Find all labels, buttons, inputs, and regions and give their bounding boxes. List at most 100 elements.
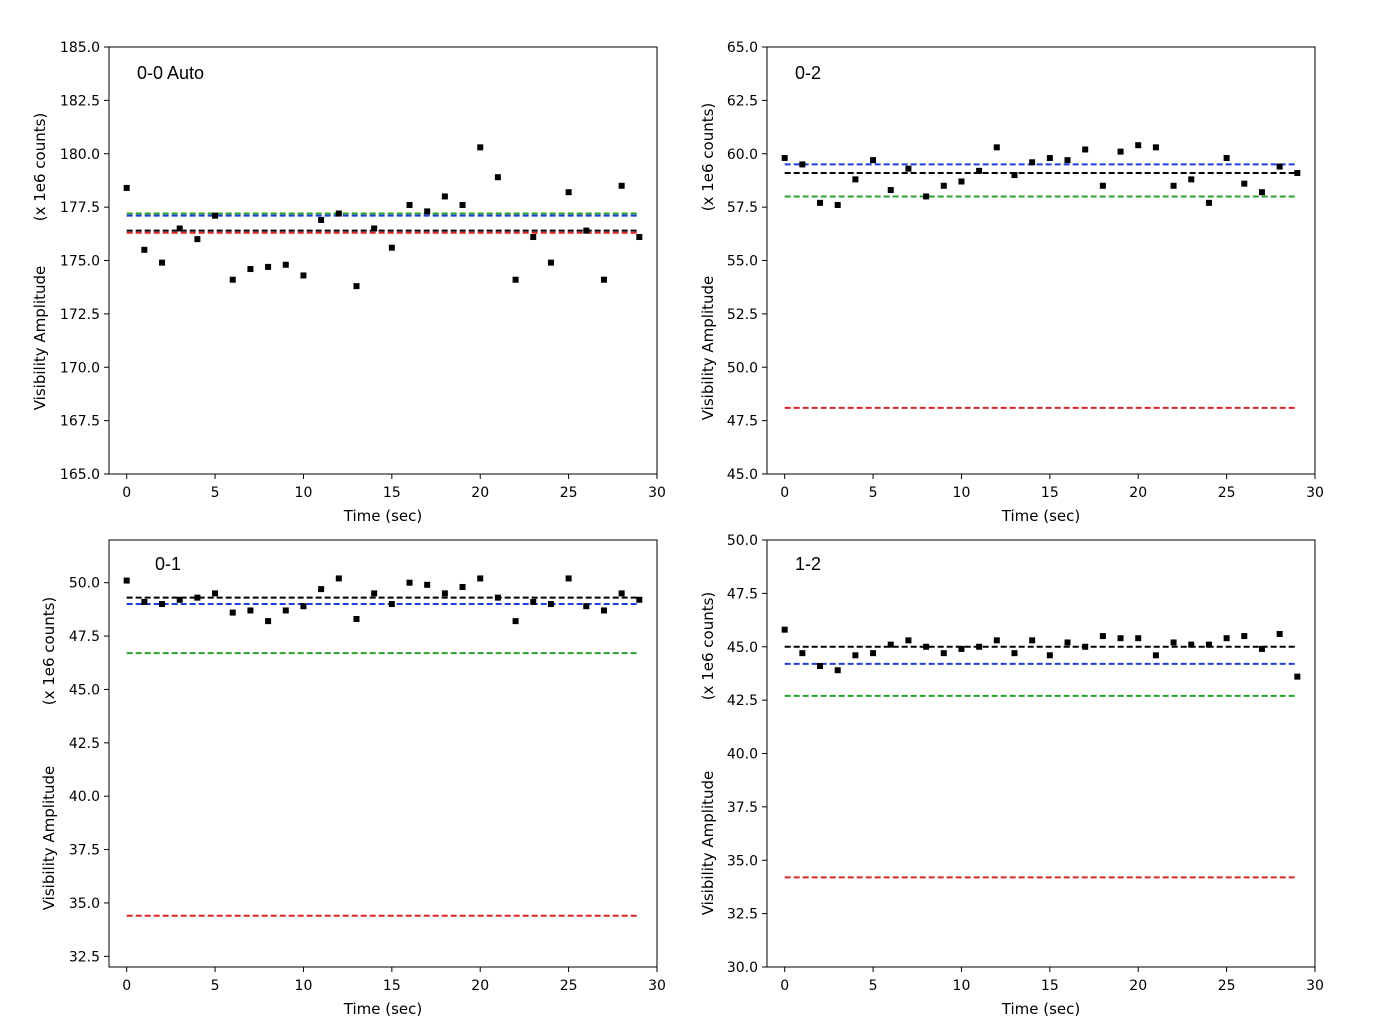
data-point-16 bbox=[406, 201, 413, 208]
x-axis-label: Time (sec) bbox=[1001, 507, 1080, 525]
data-point-21 bbox=[1152, 144, 1159, 151]
data-point-26 bbox=[583, 603, 590, 610]
data-point-0 bbox=[123, 184, 130, 191]
data-point-17 bbox=[424, 208, 431, 215]
data-point-8 bbox=[923, 193, 930, 200]
data-point-15 bbox=[388, 244, 395, 251]
data-point-9 bbox=[282, 261, 289, 268]
data-point-7 bbox=[905, 637, 912, 644]
y-tick-label-2: 170.0 bbox=[60, 360, 100, 376]
data-point-13 bbox=[1011, 650, 1018, 657]
y-axis-units-label: (x 1e6 counts) bbox=[699, 103, 717, 212]
data-point-7 bbox=[905, 165, 912, 172]
y-tick-label-0: 165.0 bbox=[60, 467, 100, 483]
data-point-21 bbox=[494, 594, 501, 601]
data-point-23 bbox=[1188, 641, 1195, 648]
data-point-15 bbox=[388, 601, 395, 608]
x-tick-label-0: 0 bbox=[780, 978, 789, 994]
data-point-21 bbox=[494, 174, 501, 181]
data-point-8 bbox=[923, 643, 930, 650]
x-tick-label-6: 30 bbox=[648, 485, 666, 501]
data-point-6 bbox=[229, 609, 236, 616]
data-point-17 bbox=[1082, 146, 1089, 153]
y-tick-label-5: 42.5 bbox=[727, 693, 758, 709]
y-tick-label-7: 47.5 bbox=[727, 586, 758, 602]
data-point-13 bbox=[353, 283, 360, 290]
y-tick-label-6: 60.0 bbox=[727, 147, 758, 163]
y-tick-label-1: 47.5 bbox=[727, 414, 758, 430]
y-tick-label-8: 65.0 bbox=[727, 40, 758, 56]
data-point-22 bbox=[512, 618, 519, 625]
y-tick-label-4: 175.0 bbox=[60, 254, 100, 270]
data-point-2 bbox=[159, 259, 166, 266]
x-tick-label-4: 20 bbox=[471, 978, 489, 994]
panel-0-1: 0 5 10 15 20 25 30 32.5 35.0 37.5 40.0 42.5 45.0 47.5… bbox=[40, 539, 666, 1018]
panel-0-0-auto: 0 5 10 15 20 25 30 165.0 167.5 170.0 172.5 175.0 177… bbox=[31, 40, 666, 525]
x-tick-label-0: 0 bbox=[122, 485, 131, 501]
data-point-29 bbox=[1294, 169, 1301, 176]
data-point-5 bbox=[212, 212, 219, 219]
y-axis-label: Visibility Amplitude bbox=[699, 276, 717, 421]
x-tick-label-1: 5 bbox=[869, 485, 878, 501]
data-point-5 bbox=[870, 157, 877, 164]
y-axis-label: Visibility Amplitude bbox=[699, 771, 717, 916]
data-point-7 bbox=[247, 266, 254, 273]
data-point-12 bbox=[993, 637, 1000, 644]
y-tick-label-4: 55.0 bbox=[727, 254, 758, 270]
x-tick-label-0: 0 bbox=[780, 485, 789, 501]
x-tick-label-1: 5 bbox=[211, 978, 220, 994]
data-point-20 bbox=[1135, 635, 1142, 642]
y-tick-label-7: 50.0 bbox=[69, 576, 100, 592]
x-tick-label-2: 10 bbox=[953, 978, 971, 994]
data-point-3 bbox=[834, 201, 841, 208]
y-tick-label-1: 167.5 bbox=[60, 414, 100, 430]
data-point-2 bbox=[159, 601, 166, 608]
data-point-10 bbox=[300, 272, 307, 279]
panel-title: 0-1 bbox=[155, 554, 181, 574]
data-point-24 bbox=[1205, 199, 1212, 206]
data-point-4 bbox=[852, 176, 859, 183]
data-point-24 bbox=[547, 601, 554, 608]
data-point-7 bbox=[247, 607, 254, 614]
y-tick-label-6: 47.5 bbox=[69, 629, 100, 645]
x-tick-label-6: 30 bbox=[1306, 978, 1324, 994]
y-tick-label-7: 182.5 bbox=[60, 93, 100, 109]
data-point-28 bbox=[618, 590, 625, 597]
data-point-18 bbox=[441, 590, 448, 597]
data-point-12 bbox=[993, 144, 1000, 151]
y-axis-units-label: (x 1e6 counts) bbox=[40, 597, 58, 706]
data-point-14 bbox=[1029, 159, 1036, 166]
data-point-1 bbox=[141, 246, 148, 253]
x-tick-label-6: 30 bbox=[648, 978, 666, 994]
data-point-0 bbox=[123, 577, 130, 584]
data-point-0 bbox=[781, 155, 788, 162]
y-tick-label-3: 52.5 bbox=[727, 307, 758, 323]
data-point-25 bbox=[565, 189, 572, 196]
y-axis-label: Visibility Amplitude bbox=[40, 766, 58, 911]
data-point-19 bbox=[459, 583, 466, 590]
y-tick-label-5: 57.5 bbox=[727, 200, 758, 216]
x-tick-label-5: 25 bbox=[560, 485, 578, 501]
y-axis-units-label: (x 1e6 counts) bbox=[699, 592, 717, 701]
data-point-11 bbox=[976, 167, 983, 174]
axes-frame bbox=[766, 46, 1316, 475]
panel-title: 0-0 Auto bbox=[137, 63, 204, 83]
y-tick-label-1: 32.5 bbox=[727, 907, 758, 923]
data-point-15 bbox=[1046, 652, 1053, 659]
data-point-4 bbox=[194, 236, 201, 243]
data-point-1 bbox=[799, 161, 806, 168]
y-tick-label-2: 50.0 bbox=[727, 360, 758, 376]
data-point-26 bbox=[583, 227, 590, 234]
y-tick-label-7: 62.5 bbox=[727, 93, 758, 109]
y-tick-label-6: 45.0 bbox=[727, 640, 758, 656]
data-point-12 bbox=[335, 210, 342, 217]
data-point-1 bbox=[141, 598, 148, 605]
data-point-10 bbox=[958, 178, 965, 185]
data-point-18 bbox=[1099, 182, 1106, 189]
data-point-24 bbox=[547, 259, 554, 266]
data-point-23 bbox=[1188, 176, 1195, 183]
data-point-5 bbox=[212, 590, 219, 597]
data-point-26 bbox=[1241, 180, 1248, 187]
y-tick-label-3: 40.0 bbox=[69, 789, 100, 805]
